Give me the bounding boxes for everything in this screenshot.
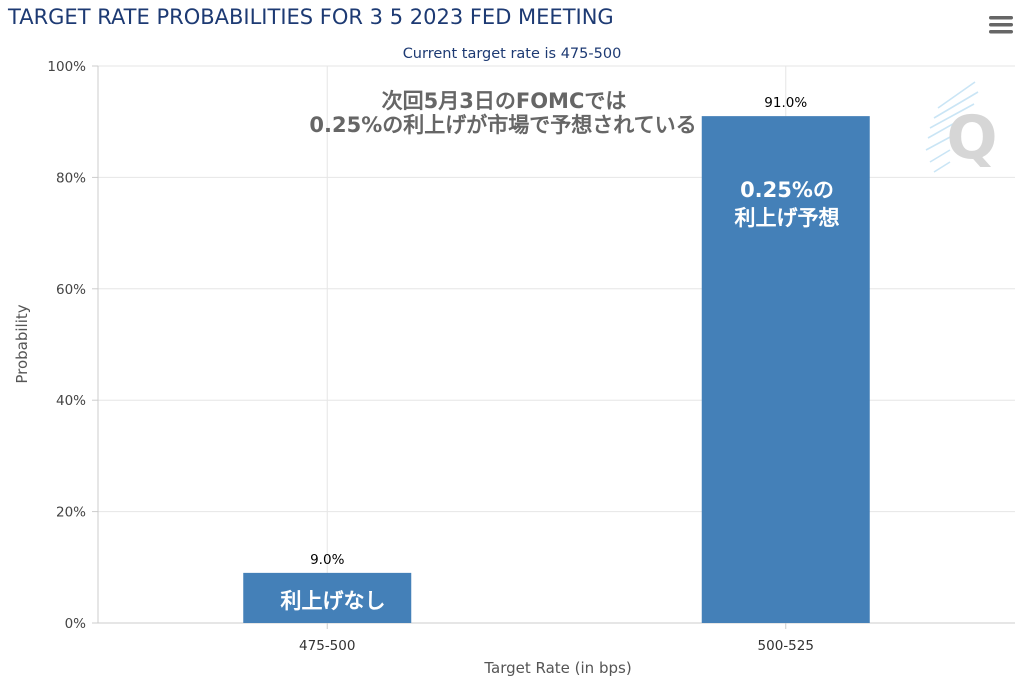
y-tick-label: 100% <box>47 59 86 75</box>
x-tick-label: 475-500 <box>299 638 355 654</box>
y-tick-label: 40% <box>56 393 86 409</box>
bar-note-no-hike: 利上げなし <box>281 589 386 613</box>
y-axis-title: Probability <box>13 304 31 383</box>
y-tick-label: 80% <box>56 170 86 186</box>
y-tick-label: 60% <box>56 282 86 298</box>
bars <box>243 116 870 623</box>
data-label-475-500: 9.0% <box>310 552 344 568</box>
data-labels: 9.0% 91.0% <box>310 95 807 568</box>
bar-500-525 <box>701 116 870 623</box>
grid-lines <box>92 65 1015 624</box>
watermark-q-logo: Q <box>925 81 998 173</box>
y-tick-label: 20% <box>56 505 86 521</box>
bar-note-hike-line-2: 利上げ予想 <box>735 206 840 230</box>
watermark-letter: Q <box>946 103 997 173</box>
chart-title: TARGET RATE PROBABILITIES FOR 3 5 2023 F… <box>7 5 614 29</box>
y-tick-labels: 0% 20% 40% 60% 80% 100% <box>47 59 86 632</box>
chart-subtitle: Current target rate is 475-500 <box>403 46 622 62</box>
y-tick-label: 0% <box>65 616 87 632</box>
bar-475-500 <box>243 572 412 623</box>
annotation-line-1: 次回5月3日のFOMCでは <box>382 89 627 113</box>
x-axis-title: Target Rate (in bps) <box>483 659 631 677</box>
x-tick-labels: 475-500 500-525 <box>299 623 814 654</box>
annotation-line-2: 0.25%の利上げが市場で予想されている <box>309 113 696 137</box>
hamburger-menu-icon[interactable] <box>987 13 1015 39</box>
axes <box>97 66 1015 624</box>
data-label-500-525: 91.0% <box>764 95 807 111</box>
x-tick-label: 500-525 <box>758 638 814 654</box>
bar-note-hike-line-1: 0.25%の <box>740 178 834 202</box>
